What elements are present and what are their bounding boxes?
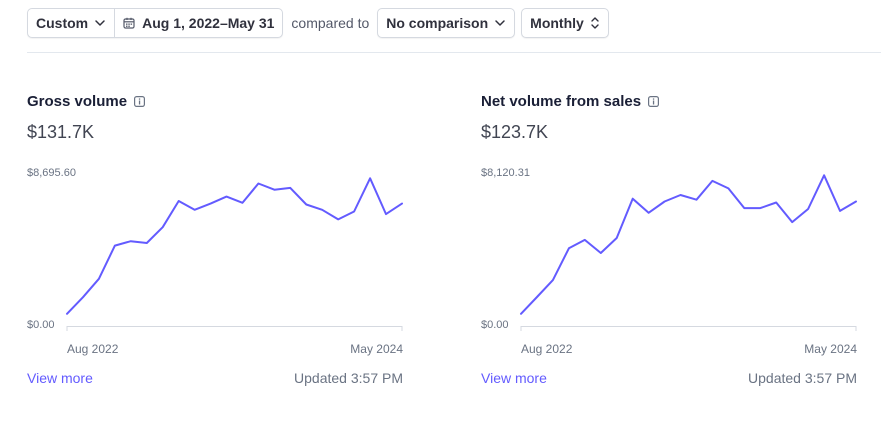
card-title-text: Gross volume xyxy=(27,93,128,110)
data-point[interactable] xyxy=(95,275,103,283)
info-icon[interactable] xyxy=(648,96,660,107)
data-point[interactable] xyxy=(692,196,700,204)
data-point[interactable] xyxy=(549,276,557,284)
data-point[interactable] xyxy=(724,184,732,192)
data-point[interactable] xyxy=(820,171,828,179)
chevron-down-icon xyxy=(94,17,106,29)
data-point[interactable] xyxy=(159,223,167,231)
data-point[interactable] xyxy=(350,208,358,216)
data-point[interactable] xyxy=(286,184,294,192)
line-chart xyxy=(63,174,406,331)
card-total: $123.7K xyxy=(481,122,549,142)
date-filter-group: Custom Aug 1, 2022–May 31 xyxy=(27,8,284,38)
data-point[interactable] xyxy=(302,201,310,209)
data-point[interactable] xyxy=(223,193,231,201)
data-point[interactable] xyxy=(661,198,669,206)
interval-dropdown[interactable]: Monthly xyxy=(521,8,609,38)
data-point[interactable] xyxy=(127,237,135,245)
data-point[interactable] xyxy=(398,200,406,208)
data-point[interactable] xyxy=(382,210,390,218)
range-preset-label: Custom xyxy=(36,15,89,31)
data-point[interactable] xyxy=(191,206,199,214)
data-point[interactable] xyxy=(143,239,151,247)
chevron-up-down-icon xyxy=(590,16,600,30)
data-point[interactable] xyxy=(565,244,573,252)
card-title: Gross volume xyxy=(27,93,146,110)
comparison-dropdown[interactable]: No comparison xyxy=(377,8,516,38)
data-point[interactable] xyxy=(740,204,748,212)
x-start-label: Aug 2022 xyxy=(67,342,119,356)
data-point[interactable] xyxy=(318,206,326,214)
view-more-link[interactable]: View more xyxy=(481,370,547,386)
data-point[interactable] xyxy=(238,199,246,207)
data-point[interactable] xyxy=(645,209,653,217)
gross-volume-card: Gross volume $131.7K $8,695.60 $0.00 Aug… xyxy=(27,92,407,392)
interval-label: Monthly xyxy=(530,15,584,31)
x-start-label: Aug 2022 xyxy=(521,342,573,356)
data-point[interactable] xyxy=(788,218,796,226)
filter-bar: Custom Aug 1, 2022–May 31 compared to No… xyxy=(27,8,609,38)
compared-to-label: compared to xyxy=(291,15,370,31)
data-point[interactable] xyxy=(772,198,780,206)
x-end-label: May 2024 xyxy=(804,342,857,356)
y-min-label: $0.00 xyxy=(481,319,509,331)
data-point[interactable] xyxy=(836,207,844,215)
card-title-text: Net volume from sales xyxy=(481,93,642,110)
updated-timestamp: Updated 3:57 PM xyxy=(294,370,403,386)
data-point[interactable] xyxy=(613,234,621,242)
data-point[interactable] xyxy=(581,236,589,244)
chevron-down-icon xyxy=(494,17,506,29)
data-point[interactable] xyxy=(852,198,860,206)
data-point[interactable] xyxy=(63,310,71,318)
range-preset-dropdown[interactable]: Custom xyxy=(28,9,115,37)
date-range-picker[interactable]: Aug 1, 2022–May 31 xyxy=(114,9,283,37)
info-icon[interactable] xyxy=(134,96,146,107)
calendar-icon xyxy=(123,17,135,29)
view-more-link[interactable]: View more xyxy=(27,370,93,386)
data-point[interactable] xyxy=(254,180,262,188)
data-point[interactable] xyxy=(517,310,525,318)
series-line xyxy=(520,174,857,315)
data-point[interactable] xyxy=(756,204,764,212)
data-point[interactable] xyxy=(708,177,716,185)
data-point[interactable] xyxy=(366,174,374,182)
y-min-label: $0.00 xyxy=(27,319,55,331)
data-point[interactable] xyxy=(207,200,215,208)
x-end-label: May 2024 xyxy=(350,342,403,356)
series-line xyxy=(66,177,403,315)
data-point[interactable] xyxy=(79,293,87,301)
y-max-label: $8,120.31 xyxy=(481,167,530,179)
comparison-label: No comparison xyxy=(386,15,489,31)
data-point[interactable] xyxy=(533,293,541,301)
data-point[interactable] xyxy=(270,186,278,194)
y-max-label: $8,695.60 xyxy=(27,167,76,179)
line-chart xyxy=(517,171,860,331)
data-point[interactable] xyxy=(629,195,637,203)
header-divider xyxy=(27,52,881,53)
card-total: $131.7K xyxy=(27,122,95,142)
net-volume-card: Net volume from sales $123.7K $8,120.31 … xyxy=(481,92,861,392)
card-title: Net volume from sales xyxy=(481,93,660,110)
updated-timestamp: Updated 3:57 PM xyxy=(748,370,857,386)
data-point[interactable] xyxy=(334,215,342,223)
date-range-label: Aug 1, 2022–May 31 xyxy=(142,15,275,31)
data-point[interactable] xyxy=(175,197,183,205)
data-point[interactable] xyxy=(677,191,685,199)
data-point[interactable] xyxy=(804,205,812,213)
data-point[interactable] xyxy=(597,249,605,257)
data-point[interactable] xyxy=(111,242,119,250)
